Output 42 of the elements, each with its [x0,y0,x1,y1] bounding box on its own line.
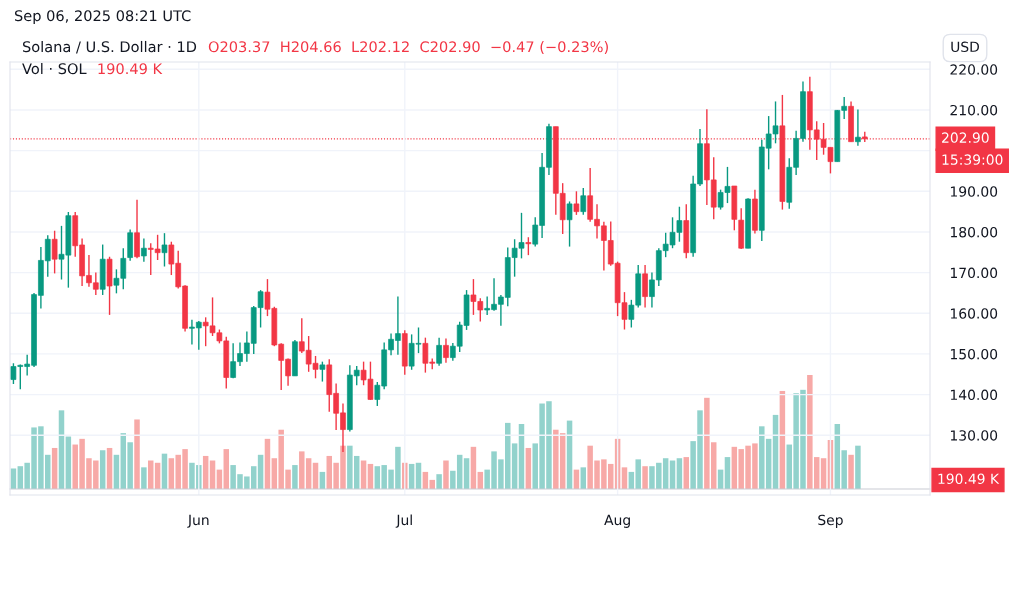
bar [292,465,298,489]
candlestick [161,232,168,268]
chart-title: Solana / U.S. Dollar · 1D [22,40,197,54]
chart-subtitle: O203.37 H204.66 L202.12 C202.90 −0.47 (−0.23%) [208,40,608,54]
bar [855,445,861,489]
text: USD [951,41,980,53]
x-tick-label: Sep [818,514,843,528]
text: 15:39:00 [942,154,1003,165]
y-tick-label: 180.00 [950,226,998,238]
x-tick-label: Aug [604,514,630,528]
y-tick-label: 130.00 [950,430,998,441]
candlestick [573,190,580,216]
bar [436,474,442,489]
candlestick [642,264,648,309]
candlestick [566,200,573,248]
bar [848,454,854,489]
y-tick-label: 140.00 [950,389,998,401]
candlestick [51,230,58,275]
x-tick-label: Jul [395,514,412,528]
candlestick [855,108,861,147]
candlestick [134,199,140,260]
text: 190.49 K [938,473,1000,485]
candlestick [141,237,147,263]
text: Sep 06, 2025 08:21 UTC [14,10,191,25]
y-tick-label: 170.00 [950,267,998,279]
y-tick-label: 150.00 [950,348,998,360]
candlestick [443,337,449,364]
candlestick [319,360,326,383]
candlestick [580,187,587,216]
y-tick-label: 220.00 [950,64,998,75]
y-tick-label: 190.00 [950,186,998,197]
x-tick-label: Jun [187,514,209,528]
y-tick-label: 210.00 [950,104,998,116]
bar [642,466,648,489]
bar [141,467,147,489]
chart-title: Vol · SOL [22,62,87,75]
ref-line-label: 202.90 [942,132,989,143]
bar [134,419,140,489]
chart-subtitle: 190.49 K [98,63,163,75]
y-tick-label: 160.00 [950,308,998,319]
bar [443,460,449,489]
candlestick [436,336,442,367]
